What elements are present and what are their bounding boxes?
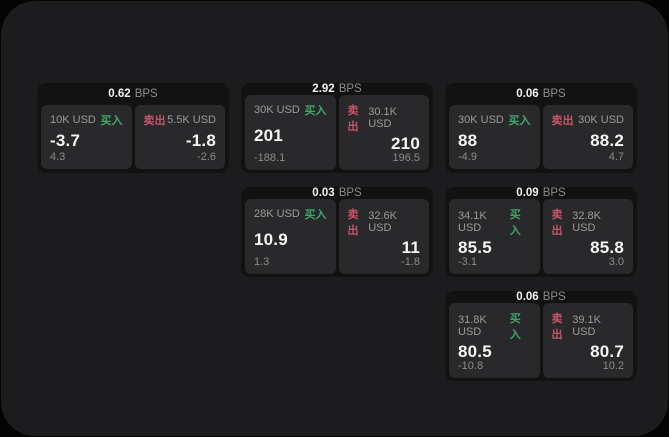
sell-sub-value: 196.5 <box>392 152 420 164</box>
panel-pair: 10K USD 买入 -3.7 4.3 卖出 5.5K USD -1.8 -2.… <box>41 105 225 169</box>
sell-sub-value: 3.0 <box>608 256 624 268</box>
buy-size: 28K USD <box>254 208 300 220</box>
buy-sub-value: -10.8 <box>458 360 484 372</box>
buy-panel[interactable]: 30K USD 买入 88 -4.9 <box>449 105 540 169</box>
card-header: 0.62 BPS <box>41 83 225 105</box>
sell-label: 卖出 <box>551 313 563 341</box>
buy-price: 201 <box>254 126 283 145</box>
sell-sub-value: 10.2 <box>602 360 624 372</box>
buy-sub-value: -4.9 <box>458 151 477 163</box>
quote-card: 0.03 BPS 28K USD 买入 10.9 1.3 卖出 32.6K US… <box>241 187 433 277</box>
sell-size: 32.6K USD <box>368 210 397 234</box>
sell-panel[interactable]: 卖出 32.6K USD 11 -1.8 <box>338 199 429 274</box>
sell-label: 卖出 <box>143 115 166 127</box>
quote-card: 0.09 BPS 34.1K USD 买入 85.5 -3.1 卖出 32.8K… <box>445 187 637 277</box>
sell-panel[interactable]: 卖出 30.1K USD 210 196.5 <box>338 95 429 170</box>
bps-unit-label: BPS <box>338 83 362 95</box>
bps-unit-label: BPS <box>542 291 566 303</box>
bps-value: 0.06 <box>516 88 539 100</box>
sell-label: 卖出 <box>551 115 574 127</box>
card-header: 0.06 BPS <box>449 291 633 303</box>
bps-value: 2.92 <box>312 83 335 95</box>
buy-price: 10.9 <box>254 230 288 249</box>
bps-unit-label: BPS <box>542 187 566 199</box>
buy-sub-value: 4.3 <box>50 151 66 163</box>
card-header: 2.92 BPS <box>245 83 429 95</box>
buy-panel[interactable]: 31.8K USD 买入 80.5 -10.8 <box>449 303 540 378</box>
sell-size: 32.8K USD <box>572 210 601 234</box>
panel-pair: 30K USD 买入 88 -4.9 卖出 30K USD 88.2 4.7 <box>449 105 633 169</box>
sell-size: 30K USD <box>578 114 624 126</box>
sell-panel[interactable]: 卖出 5.5K USD -1.8 -2.6 <box>134 105 225 169</box>
card-header: 0.09 BPS <box>449 187 633 199</box>
sell-price: 85.8 <box>590 238 624 257</box>
buy-size: 10K USD <box>50 114 96 126</box>
sell-size: 30.1K USD <box>368 106 397 130</box>
buy-size: 34.1K USD <box>458 210 487 234</box>
sell-price: 11 <box>401 238 420 257</box>
bps-unit-label: BPS <box>338 187 362 199</box>
buy-sub-value: -188.1 <box>254 152 286 164</box>
sell-sub-value: -1.8 <box>401 256 420 268</box>
buy-label: 买入 <box>508 115 531 127</box>
sell-label: 卖出 <box>347 105 359 133</box>
sell-price: 210 <box>391 134 420 153</box>
panel-pair: 28K USD 买入 10.9 1.3 卖出 32.6K USD 11 -1.8 <box>245 199 429 274</box>
buy-panel[interactable]: 10K USD 买入 -3.7 4.3 <box>41 105 132 169</box>
sell-label: 卖出 <box>551 209 563 237</box>
quote-card: 0.06 BPS 31.8K USD 买入 80.5 -10.8 卖出 39.1… <box>445 291 637 381</box>
bps-unit-label: BPS <box>134 88 158 100</box>
quote-card: 2.92 BPS 30K USD 买入 201 -188.1 卖出 30.1K … <box>241 83 433 173</box>
buy-panel[interactable]: 28K USD 买入 10.9 1.3 <box>245 199 336 274</box>
buy-price: -3.7 <box>50 130 81 150</box>
bps-value: 0.09 <box>516 187 539 199</box>
buy-price: 80.5 <box>458 342 492 361</box>
quote-card: 0.62 BPS 10K USD 买入 -3.7 4.3 卖出 5.5K USD <box>37 83 229 173</box>
bps-value: 0.62 <box>108 88 131 100</box>
sell-size: 39.1K USD <box>572 314 601 338</box>
sell-price: 88.2 <box>590 130 624 150</box>
sell-price: -1.8 <box>185 130 216 150</box>
panel-pair: 34.1K USD 买入 85.5 -3.1 卖出 32.8K USD 85.8… <box>449 199 633 274</box>
buy-label: 买入 <box>509 313 521 341</box>
buy-panel[interactable]: 30K USD 买入 201 -188.1 <box>245 95 336 170</box>
sell-sub-value: 4.7 <box>608 151 624 163</box>
buy-price: 85.5 <box>458 238 492 257</box>
panel-pair: 30K USD 买入 201 -188.1 卖出 30.1K USD 210 1… <box>245 95 429 170</box>
sell-size: 5.5K USD <box>167 114 216 126</box>
quote-card: 0.06 BPS 30K USD 买入 88 -4.9 卖出 30K USD <box>445 83 637 173</box>
bps-value: 0.03 <box>312 187 335 199</box>
bps-value: 0.06 <box>516 291 539 303</box>
buy-sub-value: -3.1 <box>458 256 477 268</box>
sell-panel[interactable]: 卖出 30K USD 88.2 4.7 <box>542 105 633 169</box>
sell-price: 80.7 <box>590 342 624 361</box>
quote-grid: 0.62 BPS 10K USD 买入 -3.7 4.3 卖出 5.5K USD <box>37 83 637 381</box>
buy-label: 买入 <box>509 209 521 237</box>
bps-unit-label: BPS <box>542 88 566 100</box>
buy-label: 买入 <box>304 105 327 117</box>
sell-label: 卖出 <box>347 209 359 237</box>
buy-label: 买入 <box>304 209 327 221</box>
buy-price: 88 <box>458 130 478 150</box>
sell-sub-value: -2.6 <box>197 151 216 163</box>
panel-pair: 31.8K USD 买入 80.5 -10.8 卖出 39.1K USD 80.… <box>449 303 633 378</box>
card-header: 0.03 BPS <box>245 187 429 199</box>
buy-sub-value: 1.3 <box>254 256 270 268</box>
sell-panel[interactable]: 卖出 39.1K USD 80.7 10.2 <box>542 303 633 378</box>
sell-panel[interactable]: 卖出 32.8K USD 85.8 3.0 <box>542 199 633 274</box>
card-header: 0.06 BPS <box>449 83 633 105</box>
buy-label: 买入 <box>100 115 123 127</box>
buy-panel[interactable]: 34.1K USD 买入 85.5 -3.1 <box>449 199 540 274</box>
buy-size: 30K USD <box>254 104 300 116</box>
buy-size: 31.8K USD <box>458 314 487 338</box>
buy-size: 30K USD <box>458 114 504 126</box>
